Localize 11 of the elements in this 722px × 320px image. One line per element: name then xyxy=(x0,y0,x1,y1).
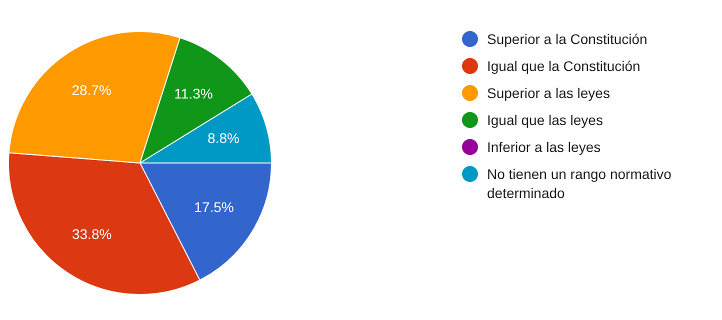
legend-label: Igual que las leyes xyxy=(487,111,603,130)
data-label: 28.7% xyxy=(72,82,112,98)
legend-label: Superior a las leyes xyxy=(487,84,610,103)
data-label: 11.3% xyxy=(174,86,213,102)
data-label: 8.8% xyxy=(208,130,240,146)
legend-label: Igual que la Constitución xyxy=(487,57,640,76)
data-label: 33.8% xyxy=(72,226,112,242)
legend-label: No tienen un rango normativo determinado xyxy=(487,165,672,203)
legend-label: Superior a la Constitución xyxy=(487,30,648,49)
legend-label: Inferior a las leyes xyxy=(487,138,601,157)
data-label: 17.5% xyxy=(194,199,234,216)
